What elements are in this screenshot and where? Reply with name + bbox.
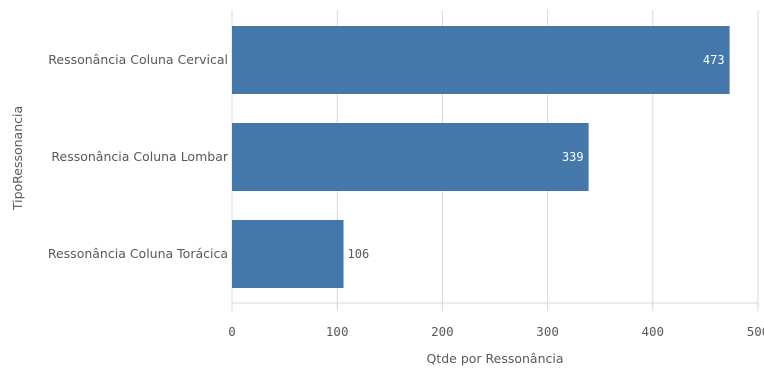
x-tick-label: 400 xyxy=(642,324,665,339)
category-label: Ressonância Coluna Cervical xyxy=(48,52,228,67)
label-layer: 0 100 200 300 400 500 Ressonância Coluna Cervi… xyxy=(48,52,764,339)
x-tick-label: 100 xyxy=(326,324,349,339)
category-label: Ressonância Coluna Lombar xyxy=(51,149,228,164)
x-axis-title: Qtde por Ressonância xyxy=(426,351,563,366)
bar-value-label: 339 xyxy=(562,150,584,164)
category-label: Ressonância Coluna Torácica xyxy=(48,246,228,261)
bar-value-label: 473 xyxy=(703,53,725,67)
bar-3[interactable] xyxy=(232,220,344,288)
bar-layer xyxy=(232,26,730,288)
bar-2[interactable] xyxy=(232,123,589,191)
bar-value-label: 106 xyxy=(348,247,370,261)
x-tick-label: 0 xyxy=(228,324,236,339)
x-tick-label: 500 xyxy=(747,324,764,339)
x-tick-label: 300 xyxy=(536,324,559,339)
bar-1[interactable] xyxy=(232,26,730,94)
x-tick-label: 200 xyxy=(431,324,454,339)
y-axis-title: TipoRessonancia xyxy=(10,106,25,211)
